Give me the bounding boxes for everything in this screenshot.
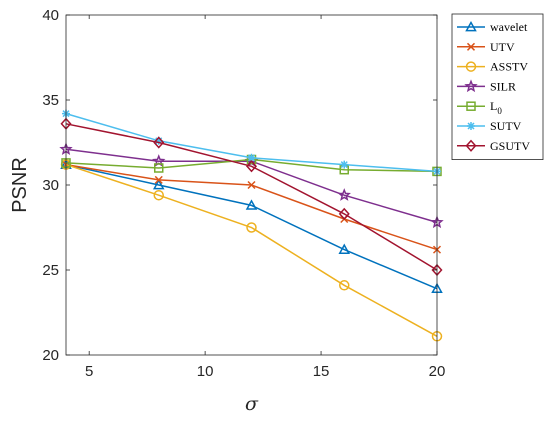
data-point-sutv-2 <box>247 153 256 162</box>
legend-label-gsutv: GSUTV <box>490 139 530 153</box>
legend-entry-asstv: ASSTV <box>457 60 528 74</box>
data-point-utv-2 <box>247 180 256 190</box>
y-tick-label: 35 <box>42 92 59 109</box>
data-point-wavelet-1 <box>152 178 165 190</box>
x-tick-label: 20 <box>429 363 446 380</box>
legend-label-utv: UTV <box>490 40 515 54</box>
data-point-asstv-3 <box>339 280 350 291</box>
data-point-asstv-1 <box>153 189 164 201</box>
legend-marker-asstv <box>465 61 477 72</box>
legend-entry-utv: UTV <box>457 40 515 54</box>
data-point-gsutv-3 <box>338 207 350 221</box>
y-tick-label: 30 <box>42 177 59 194</box>
legend-marker-silr <box>464 79 478 93</box>
x-axis-label: σ <box>245 393 259 415</box>
series-line-wavelet <box>65 163 438 290</box>
legend-entry-silr: SILR <box>457 79 516 93</box>
data-point-sutv-1 <box>154 136 163 145</box>
data-point-wavelet-3 <box>338 243 351 254</box>
legend-label-wavelet: wavelet <box>490 20 528 34</box>
series-asstv <box>60 159 443 342</box>
plot-area <box>59 109 444 342</box>
legend-marker-l0 <box>466 101 476 111</box>
y-tick-label: 25 <box>42 262 59 279</box>
series-line-asstv <box>65 163 438 337</box>
data-point-asstv-2 <box>246 222 257 233</box>
y-tick-label: 20 <box>42 347 59 364</box>
data-point-l0-1 <box>154 163 164 173</box>
legend-label-sutv: SUTV <box>490 119 522 133</box>
data-point-sutv-3 <box>340 160 349 169</box>
legend-entry-gsutv: GSUTV <box>457 139 530 153</box>
x-tick-label: 5 <box>85 363 93 380</box>
x-tick-label: 15 <box>313 363 330 380</box>
legend-marker-sutv <box>467 122 475 130</box>
y-tick-label: 40 <box>42 7 59 24</box>
y-axis-label: PSNR <box>9 157 31 213</box>
data-point-utv-1 <box>154 175 163 184</box>
data-point-gsutv-1 <box>153 136 165 149</box>
data-point-wavelet-2 <box>245 199 258 210</box>
legend-marker-wavelet <box>465 20 477 32</box>
series-line-gsutv <box>65 123 438 271</box>
legend-marker-utv <box>466 42 476 51</box>
data-point-gsutv-2 <box>245 160 258 173</box>
legend-marker-gsutv <box>465 139 477 152</box>
legend-label-silr: SILR <box>490 79 516 93</box>
x-tick-label: 10 <box>197 363 214 380</box>
axes: 5 10 15 20 20 25 30 35 40 PSNR σ <box>9 7 445 415</box>
legend-label-asstv: ASSTV <box>490 60 528 74</box>
legend-entry-sutv: SUTV <box>457 119 522 133</box>
series-gsutv <box>60 117 443 277</box>
legend-entry-wavelet: wavelet <box>457 20 528 34</box>
data-point-silr-3 <box>337 188 351 201</box>
series-wavelet <box>60 158 443 294</box>
